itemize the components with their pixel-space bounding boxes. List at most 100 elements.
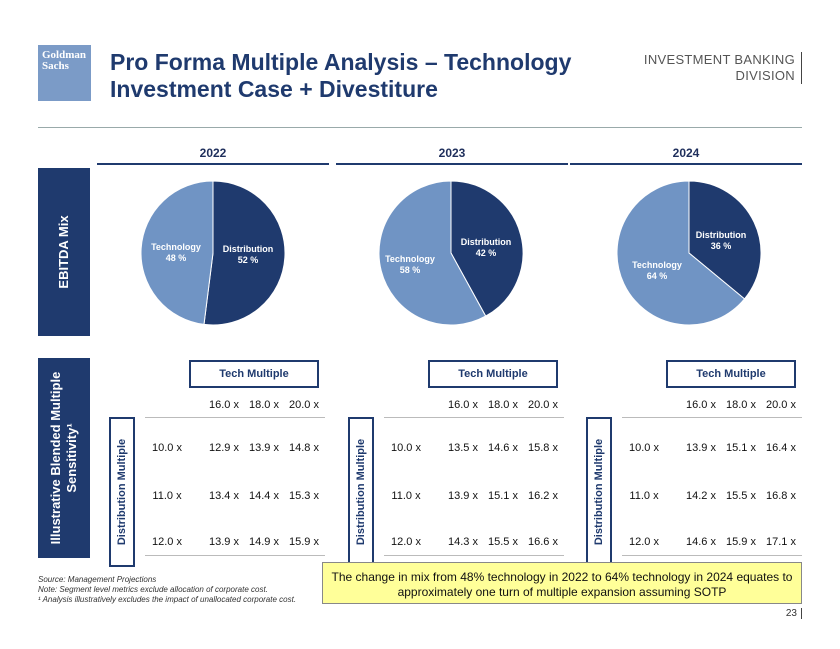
ebitda-mix-sidebar: EBITDA Mix bbox=[38, 168, 90, 336]
year-underline-2023 bbox=[336, 163, 568, 165]
year-header-2022: 2022 bbox=[199, 146, 227, 160]
blended-multiple-2024-r0-c2: 16.4 x bbox=[766, 442, 796, 454]
pie-label-2022-technology: Technology bbox=[151, 242, 201, 252]
distribution-multiple-row-2024-1: 11.0 x bbox=[629, 490, 659, 502]
distribution-multiple-row-2024-2: 12.0 x bbox=[629, 536, 659, 548]
blended-multiple-2023-r2-c1: 15.5 x bbox=[488, 536, 518, 548]
blended-multiple-2023-r0-c0: 13.5 x bbox=[448, 442, 478, 454]
blended-multiple-2022-r0-c0: 12.9 x bbox=[209, 442, 239, 454]
goldman-sachs-logo: Goldman Sachs bbox=[38, 45, 91, 101]
pie-value-2024-technology: 64 % bbox=[647, 271, 668, 281]
tech-multiple-col-2024-0: 16.0 x bbox=[686, 399, 716, 411]
distribution-multiple-row-2023-2: 12.0 x bbox=[391, 536, 421, 548]
distribution-multiple-row-2024-0: 10.0 x bbox=[629, 442, 659, 454]
table-bottom-rule-2024 bbox=[622, 555, 802, 556]
blended-multiple-2022-r0-c2: 14.8 x bbox=[289, 442, 319, 454]
blended-multiple-2022-r2-c2: 15.9 x bbox=[289, 536, 319, 548]
blended-multiple-2023-r1-c0: 13.9 x bbox=[448, 490, 478, 502]
division-line-2: DIVISION bbox=[735, 68, 795, 83]
blended-multiple-2024-r1-c0: 14.2 x bbox=[686, 490, 716, 502]
title-line-2: Investment Case + Divestiture bbox=[110, 76, 438, 102]
footnote-note: Note: Segment level metrics exclude allo… bbox=[38, 585, 268, 594]
distribution-multiple-label-2024: Distribution Multiple bbox=[593, 438, 605, 546]
pie-label-2023-technology: Technology bbox=[385, 254, 435, 264]
tech-multiple-header-2023: Tech Multiple bbox=[428, 360, 558, 388]
year-underline-2024 bbox=[570, 163, 802, 165]
blended-multiple-2023-r1-c1: 15.1 x bbox=[488, 490, 518, 502]
page-title: Pro Forma Multiple Analysis – Technology… bbox=[110, 49, 630, 103]
blended-multiple-2024-r0-c0: 13.9 x bbox=[686, 442, 716, 454]
year-underline-2022 bbox=[97, 163, 329, 165]
blended-multiple-2023-r0-c2: 15.8 x bbox=[528, 442, 558, 454]
year-header-2023: 2023 bbox=[438, 146, 466, 160]
pie-label-2023-distribution: Distribution bbox=[461, 237, 512, 247]
footnote-1: ¹ Analysis illustratively excludes the i… bbox=[38, 595, 297, 604]
footnotes: Source: Management Projections Note: Seg… bbox=[38, 575, 296, 605]
pie-value-2023-distribution: 42 % bbox=[476, 248, 497, 258]
table-top-rule-2023 bbox=[384, 417, 564, 418]
tech-multiple-col-2023-2: 20.0 x bbox=[528, 399, 558, 411]
blended-multiple-2024-r1-c2: 16.8 x bbox=[766, 490, 796, 502]
blended-multiple-2024-r2-c0: 14.6 x bbox=[686, 536, 716, 548]
tech-multiple-col-2023-1: 18.0 x bbox=[488, 399, 518, 411]
callout-box: The change in mix from 48% technology in… bbox=[322, 562, 802, 604]
footnote-source: Source: Management Projections bbox=[38, 575, 157, 584]
blended-multiple-2023-r1-c2: 16.2 x bbox=[528, 490, 558, 502]
blended-multiple-2022-r1-c0: 13.4 x bbox=[209, 490, 239, 502]
blended-multiple-2022-r0-c1: 13.9 x bbox=[249, 442, 279, 454]
distribution-multiple-row-2022-0: 10.0 x bbox=[152, 442, 182, 454]
pie-value-2023-technology: 58 % bbox=[400, 265, 421, 275]
distribution-multiple-box-2022: Distribution Multiple bbox=[109, 417, 135, 567]
pie-slice-2024-technology bbox=[616, 180, 746, 326]
distribution-multiple-label-2022: Distribution Multiple bbox=[116, 438, 128, 546]
tech-multiple-col-2022-2: 20.0 x bbox=[289, 399, 319, 411]
division-label: INVESTMENT BANKING DIVISION bbox=[644, 52, 802, 84]
sensitivity-sidebar: Illustrative Blended Multiple Sensitivit… bbox=[38, 358, 90, 558]
blended-multiple-2022-r1-c1: 14.4 x bbox=[249, 490, 279, 502]
pie-slice-2024-distribution bbox=[688, 180, 762, 300]
division-line-1: INVESTMENT BANKING bbox=[643, 52, 795, 67]
blended-multiple-2023-r0-c1: 14.6 x bbox=[488, 442, 518, 454]
table-top-rule-2024 bbox=[622, 417, 802, 418]
tech-multiple-col-2024-1: 18.0 x bbox=[726, 399, 756, 411]
table-bottom-rule-2022 bbox=[145, 555, 325, 556]
blended-multiple-2024-r2-c2: 17.1 x bbox=[766, 536, 796, 548]
year-header-2024: 2024 bbox=[672, 146, 700, 160]
table-bottom-rule-2023 bbox=[384, 555, 564, 556]
pie-slice-2022-distribution bbox=[203, 180, 286, 326]
pie-slice-2023-distribution bbox=[450, 180, 524, 317]
distribution-multiple-row-2023-1: 11.0 x bbox=[391, 490, 421, 502]
distribution-multiple-row-2023-0: 10.0 x bbox=[391, 442, 421, 454]
tech-multiple-col-2022-1: 18.0 x bbox=[249, 399, 279, 411]
blended-multiple-2024-r0-c1: 15.1 x bbox=[726, 442, 756, 454]
distribution-multiple-row-2022-1: 11.0 x bbox=[152, 490, 182, 502]
pie-label-2024-distribution: Distribution bbox=[696, 230, 747, 240]
pie-value-2022-technology: 48 % bbox=[166, 253, 187, 263]
pie-label-2022-distribution: Distribution bbox=[223, 244, 274, 254]
pie-value-2024-distribution: 36 % bbox=[711, 241, 732, 251]
pie-label-2024-technology: Technology bbox=[632, 260, 682, 270]
header-divider bbox=[38, 127, 802, 128]
logo-line-2: Sachs bbox=[42, 60, 69, 72]
tech-multiple-col-2022-0: 16.0 x bbox=[209, 399, 239, 411]
title-line-1: Pro Forma Multiple Analysis – Technology bbox=[110, 49, 572, 75]
distribution-multiple-row-2022-2: 12.0 x bbox=[152, 536, 182, 548]
blended-multiple-2022-r2-c1: 14.9 x bbox=[249, 536, 279, 548]
tech-multiple-col-2024-2: 20.0 x bbox=[766, 399, 796, 411]
pie-slice-2023-technology bbox=[378, 180, 487, 326]
distribution-multiple-box-2023: Distribution Multiple bbox=[348, 417, 374, 567]
pie-value-2022-distribution: 52 % bbox=[238, 255, 259, 265]
blended-multiple-2022-r1-c2: 15.3 x bbox=[289, 490, 319, 502]
distribution-multiple-label-2023: Distribution Multiple bbox=[355, 438, 367, 546]
logo-line-1: Goldman bbox=[42, 49, 87, 61]
blended-multiple-2024-r2-c1: 15.9 x bbox=[726, 536, 756, 548]
blended-multiple-2024-r1-c1: 15.5 x bbox=[726, 490, 756, 502]
blended-multiple-2023-r2-c0: 14.3 x bbox=[448, 536, 478, 548]
distribution-multiple-box-2024: Distribution Multiple bbox=[586, 417, 612, 567]
table-top-rule-2022 bbox=[145, 417, 325, 418]
pie-slice-2022-technology bbox=[140, 180, 214, 325]
tech-multiple-header-2022: Tech Multiple bbox=[189, 360, 319, 388]
page-number: 23 bbox=[786, 608, 802, 619]
blended-multiple-2023-r2-c2: 16.6 x bbox=[528, 536, 558, 548]
